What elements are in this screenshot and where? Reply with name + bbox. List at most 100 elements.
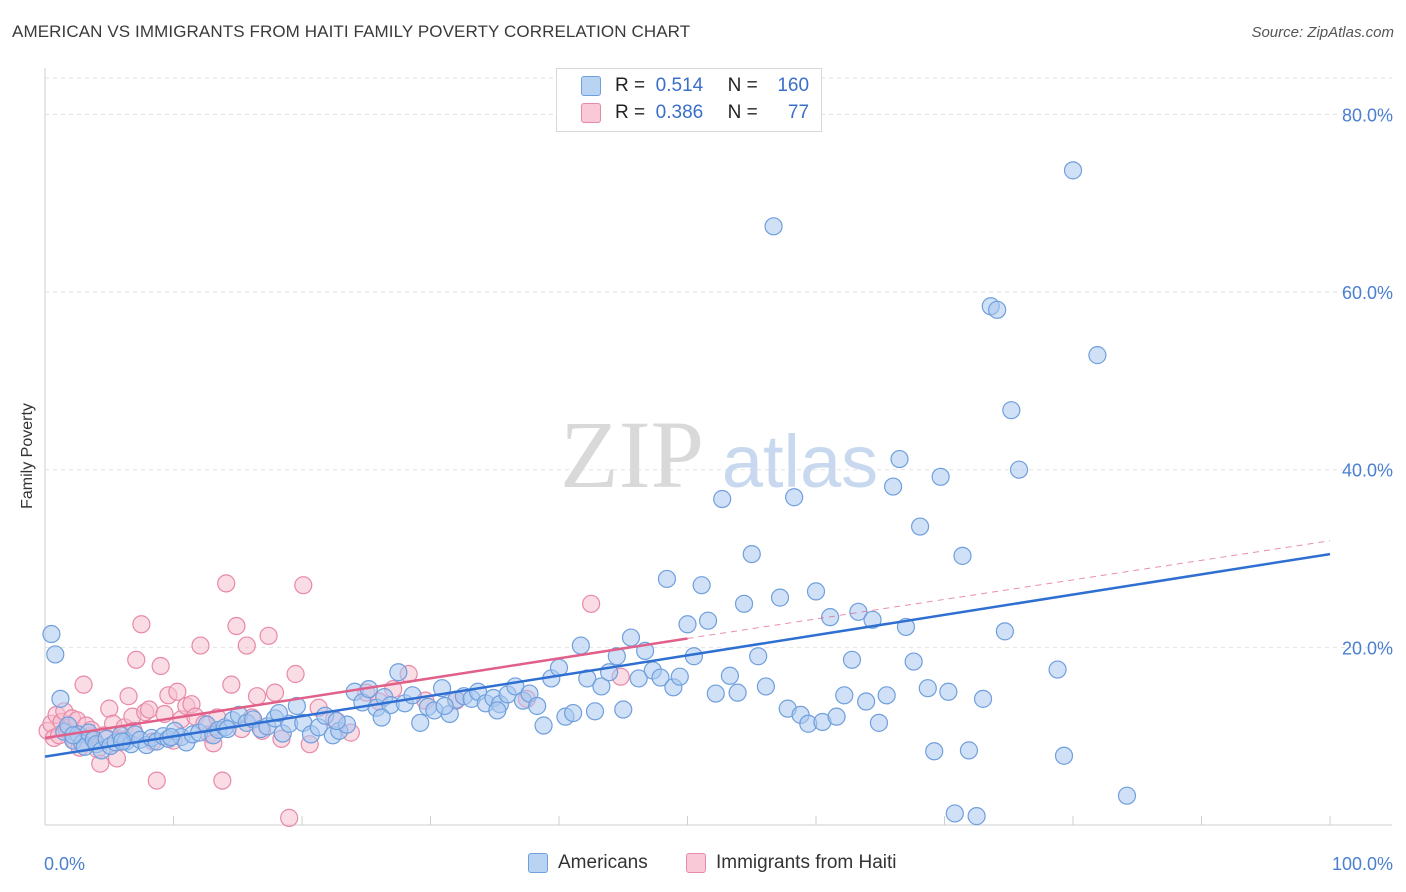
americans-point bbox=[1054, 746, 1074, 765]
americans-point bbox=[764, 217, 783, 236]
americans-point bbox=[488, 701, 507, 720]
legend-r-label: R = bbox=[615, 102, 646, 123]
americans-point bbox=[657, 569, 677, 589]
y-tick-label: 20.0% bbox=[1342, 638, 1393, 658]
americans-point bbox=[939, 682, 958, 701]
americans-point bbox=[670, 667, 689, 686]
tick-labels: 20.0% 40.0% 60.0% 80.0% 0.0% 100.0% bbox=[44, 105, 1393, 874]
haiti-point bbox=[582, 594, 601, 613]
haiti-point bbox=[227, 616, 246, 636]
haiti-point bbox=[147, 771, 166, 790]
y-tick-label: 40.0% bbox=[1342, 461, 1393, 481]
haiti-point bbox=[217, 574, 236, 593]
americans-point bbox=[877, 686, 896, 705]
americans-point bbox=[678, 615, 697, 634]
haiti-point bbox=[259, 626, 278, 645]
watermark-atlas: atlas bbox=[722, 420, 878, 503]
americans-point bbox=[863, 610, 882, 629]
americans-point bbox=[51, 689, 70, 708]
legend-r-label: R = bbox=[615, 75, 646, 96]
americans-point bbox=[925, 742, 944, 761]
americans-point bbox=[435, 696, 454, 716]
americans-point bbox=[842, 650, 862, 669]
americans-point bbox=[592, 677, 611, 696]
americans-point bbox=[372, 708, 391, 727]
americans-point bbox=[1048, 660, 1067, 679]
americans-point bbox=[692, 576, 711, 595]
legend-swatch-haiti bbox=[686, 853, 706, 873]
x-tick-label: 100.0% bbox=[1332, 854, 1393, 874]
americans-point bbox=[869, 713, 889, 732]
haiti-point bbox=[222, 675, 241, 694]
legend-n-label: N = bbox=[727, 75, 758, 96]
legend-r-value: 0.514 bbox=[655, 75, 704, 96]
americans-point bbox=[287, 696, 306, 716]
americans-point bbox=[835, 686, 854, 705]
americans-point bbox=[883, 477, 903, 496]
americans-point bbox=[1063, 161, 1083, 180]
americans-point bbox=[585, 702, 605, 721]
americans-point bbox=[1009, 460, 1029, 479]
americans-point bbox=[959, 741, 979, 760]
americans-point bbox=[1088, 346, 1107, 365]
americans-point bbox=[403, 686, 422, 705]
americans-point bbox=[564, 703, 583, 723]
legend-n-value: 77 bbox=[787, 102, 810, 123]
americans-point bbox=[953, 546, 972, 565]
correlation-legend: R = 0.514 N = 160 R = 0.386 N = 77 bbox=[556, 68, 822, 132]
americans-point bbox=[1117, 786, 1137, 805]
watermark: ZIP atlas bbox=[560, 401, 878, 508]
legend-item-haiti[interactable]: Immigrants from Haiti bbox=[686, 852, 897, 874]
americans-point bbox=[411, 713, 430, 732]
haiti-trend-line bbox=[44, 637, 688, 740]
americans-point bbox=[967, 807, 986, 826]
americans-point bbox=[621, 628, 641, 647]
americans-point bbox=[706, 684, 725, 703]
americans-trend-line bbox=[44, 552, 1331, 758]
americans-point bbox=[389, 663, 408, 682]
haiti-point bbox=[168, 682, 187, 701]
source-label: Source: ZipAtlas.com bbox=[1251, 24, 1394, 41]
legend-label-haiti: Immigrants from Haiti bbox=[716, 852, 897, 873]
haiti-trend-line-extension bbox=[687, 540, 1331, 639]
americans-point bbox=[112, 732, 132, 751]
axes bbox=[44, 68, 1392, 826]
americans-point bbox=[728, 683, 747, 702]
americans-point bbox=[918, 679, 937, 698]
americans-point bbox=[46, 645, 65, 664]
americans-point bbox=[806, 582, 826, 601]
series-americans-points bbox=[42, 161, 1137, 826]
haiti-point bbox=[139, 700, 159, 719]
legend-row-americans: R = 0.514 N = 160 bbox=[581, 75, 809, 97]
legend-row-haiti: R = 0.386 N = 77 bbox=[581, 102, 809, 124]
americans-point bbox=[749, 647, 768, 666]
americans-point bbox=[945, 804, 964, 823]
haiti-point bbox=[74, 675, 93, 694]
x-tick-label: 0.0% bbox=[44, 854, 85, 874]
americans-point bbox=[785, 488, 804, 507]
americans-point bbox=[995, 622, 1014, 641]
americans-point bbox=[713, 489, 732, 509]
legend-n-value: 160 bbox=[777, 75, 810, 96]
haiti-point bbox=[286, 664, 305, 684]
americans-point bbox=[534, 716, 553, 735]
haiti-point bbox=[265, 683, 285, 702]
haiti-point bbox=[127, 650, 146, 669]
haiti-point bbox=[100, 699, 119, 718]
americans-point bbox=[770, 588, 790, 607]
haiti-point bbox=[151, 656, 170, 676]
americans-point bbox=[931, 467, 950, 486]
americans-point bbox=[571, 636, 590, 655]
americans-point bbox=[849, 602, 868, 621]
haiti-point bbox=[280, 808, 299, 827]
legend-item-americans[interactable]: Americans bbox=[528, 852, 648, 874]
americans-point bbox=[1002, 401, 1021, 420]
americans-point bbox=[734, 594, 754, 613]
legend-swatch-blue bbox=[581, 76, 601, 96]
americans-point bbox=[269, 703, 288, 723]
americans-point bbox=[890, 449, 909, 469]
series-legend: Americans Immigrants from Haiti bbox=[0, 852, 1406, 878]
americans-point bbox=[629, 669, 648, 688]
americans-point bbox=[698, 611, 718, 630]
